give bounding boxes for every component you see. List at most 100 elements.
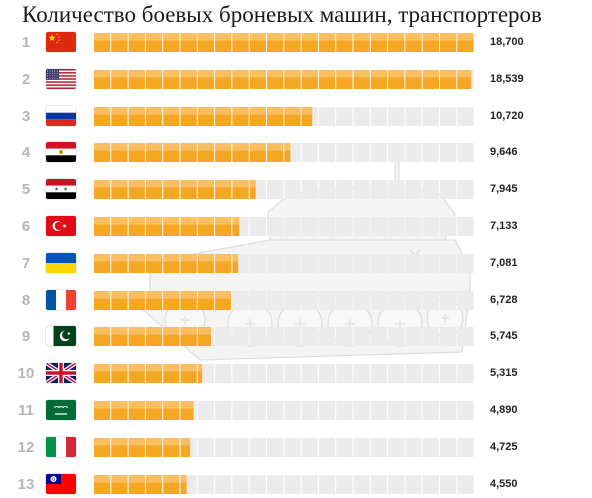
bar-segment xyxy=(197,364,203,384)
rank-number: 11 xyxy=(18,402,34,419)
bar-segment xyxy=(111,33,128,52)
bar-fill xyxy=(94,364,203,384)
bar-segment-highlight xyxy=(145,33,163,41)
value-label: 18,539 xyxy=(490,72,524,85)
bar-segment-highlight xyxy=(249,69,266,78)
bar-empty-segment xyxy=(440,437,457,457)
value-label: 4,550 xyxy=(490,477,518,490)
bar-empty-segment xyxy=(284,253,301,273)
bar-segment xyxy=(145,474,163,494)
bar-segment-highlight xyxy=(370,69,388,78)
bar-segment xyxy=(405,33,422,52)
bar-track xyxy=(94,327,474,347)
ukraine-flag xyxy=(46,252,76,273)
bar-segment xyxy=(301,33,318,52)
bar-empty-segment xyxy=(353,217,370,236)
bar-segment-highlight xyxy=(163,290,180,299)
bar-segment xyxy=(197,327,211,347)
bar-segment-highlight xyxy=(215,253,232,262)
bar-segment-highlight xyxy=(111,33,128,41)
bar-empty-segment xyxy=(318,217,336,236)
bar-segment-highlight xyxy=(94,217,111,225)
bar-empty-segment xyxy=(318,401,336,420)
bar-segment xyxy=(111,180,128,200)
bar-segment xyxy=(163,69,180,89)
bar-empty-segment xyxy=(405,106,422,126)
bar-segment-highlight xyxy=(128,33,145,41)
bar-segment xyxy=(197,33,215,52)
bar-segment-highlight xyxy=(94,106,111,115)
bar-segment xyxy=(163,437,180,457)
bar-empty-segment xyxy=(388,364,405,384)
bar-segment xyxy=(249,106,266,126)
bar-empty-segment xyxy=(267,253,284,273)
bar-segment-highlight xyxy=(197,364,203,372)
bar-segment xyxy=(94,143,111,163)
bar-segment-highlight xyxy=(128,180,145,188)
bar-empty-segment xyxy=(232,437,249,457)
bar-segment xyxy=(440,69,457,89)
bar-segment xyxy=(111,143,128,163)
bar-segment-highlight xyxy=(284,69,301,78)
bar-segment xyxy=(163,33,180,52)
bar-segment-highlight xyxy=(163,106,180,115)
bar-empty-segment xyxy=(284,437,301,457)
bar-segment-highlight xyxy=(232,217,240,225)
bar-track xyxy=(94,33,474,52)
bar-segment xyxy=(267,33,284,52)
value-label: 7,081 xyxy=(490,256,518,269)
bar-empty-segment xyxy=(301,401,318,420)
bar-segment-highlight xyxy=(215,217,232,225)
bar-segment-highlight xyxy=(94,401,111,409)
bar-segment xyxy=(215,180,232,200)
bar-empty-segment xyxy=(422,327,439,347)
bar-segment-highlight xyxy=(370,33,388,41)
value-label: 7,133 xyxy=(490,220,518,232)
value-label: 6,728 xyxy=(490,293,518,306)
bar-track xyxy=(94,401,474,420)
bar-empty-segment xyxy=(249,401,266,420)
bar-segment xyxy=(180,33,197,52)
bar-segment xyxy=(145,253,163,273)
bar-empty-segment xyxy=(405,253,422,273)
bar-empty-segment xyxy=(353,290,370,310)
bar-segment-highlight xyxy=(180,364,197,372)
bar-segment xyxy=(249,180,256,200)
bar-empty-segment xyxy=(370,217,388,236)
bar-empty-segment xyxy=(457,106,474,126)
bar-segment xyxy=(128,437,145,457)
bar-segment xyxy=(94,437,111,457)
bar-segment-highlight xyxy=(197,327,211,335)
taiwan-flag xyxy=(46,473,76,494)
bar-row: 6 7,133 xyxy=(0,214,592,240)
bar-segment-highlight xyxy=(163,217,180,225)
bar-segment-highlight xyxy=(163,327,180,335)
bar-track xyxy=(94,364,474,384)
bar-empty-segment xyxy=(267,217,284,236)
bar-segment-highlight xyxy=(163,33,180,41)
bar-segment xyxy=(284,143,291,163)
bar-fill xyxy=(94,474,187,494)
bar-segment xyxy=(284,33,301,52)
bar-segment-highlight xyxy=(111,290,128,299)
bar-empty-segment xyxy=(457,364,474,384)
bar-empty-segment xyxy=(353,364,370,384)
bar-empty-segment xyxy=(336,327,353,347)
bar-empty-segment xyxy=(267,290,284,310)
bar-empty-segment xyxy=(301,143,318,163)
bar-segment xyxy=(197,180,215,200)
bar-segment xyxy=(163,474,180,494)
bar-segment-highlight xyxy=(163,69,180,78)
bar-segment xyxy=(440,33,457,52)
bar-empty-segment xyxy=(388,143,405,163)
bar-empty-segment xyxy=(405,364,422,384)
bar-segment xyxy=(422,33,439,52)
rank-number: 4 xyxy=(21,144,31,162)
syria-flag xyxy=(46,179,76,200)
bar-empty-segment xyxy=(284,401,301,420)
bar-segment-highlight xyxy=(197,33,215,41)
bar-empty-segment xyxy=(353,474,370,494)
bar-segment-highlight xyxy=(111,327,128,335)
bar-segment-highlight xyxy=(128,401,145,409)
bar-segment xyxy=(128,364,145,384)
